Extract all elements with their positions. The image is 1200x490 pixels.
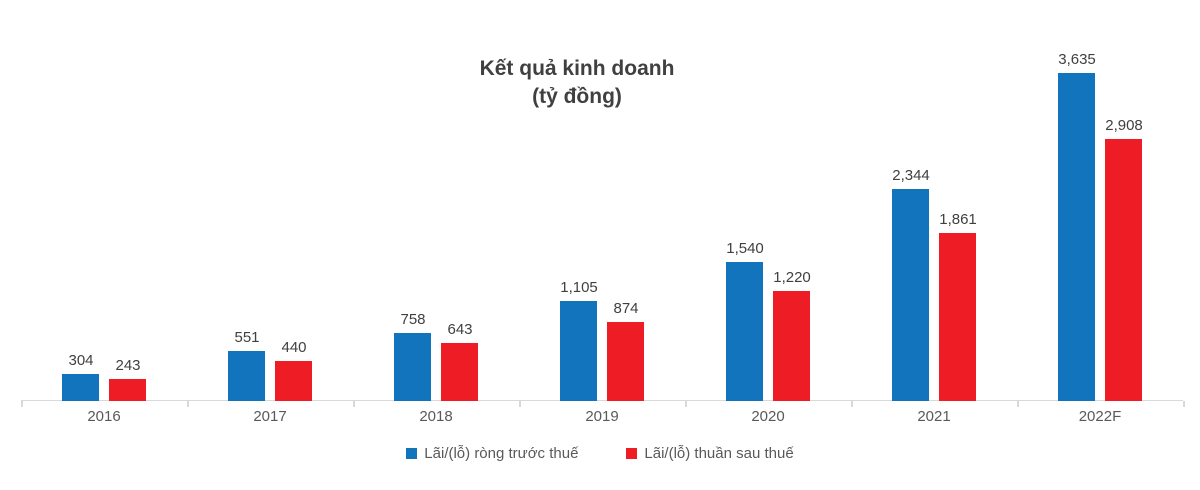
bar-value-label-after-tax-2022F: 2,908 [1105,117,1143,134]
bar-value-label-after-tax-2019: 874 [613,300,639,317]
x-axis-tick [1183,401,1185,407]
x-axis-tick [353,401,355,407]
chart-title-line2: (tỷ đồng) [532,85,622,108]
x-axis-tick [519,401,521,407]
bar-value-label-after-tax-2017: 440 [281,339,307,356]
bar-before-tax-2017 [228,351,265,401]
bar-value-label-before-tax-2016: 304 [68,352,94,369]
bar-after-tax-2017 [275,361,312,401]
bar-value-label-after-tax-2021: 1,861 [939,211,977,228]
legend-item-after-tax: Lãi/(lỗ) thuần sau thuế [626,445,794,462]
bar-after-tax-2016 [109,379,146,401]
plot-area: 304 243 2016 551 440 2017 758 643 2018 1,105 874 20… [21,51,1185,425]
bar-before-tax-2020 [726,262,763,401]
category-label-2016: 2016 [87,408,121,425]
chart-title: Kết quả kinh doanh (tỷ đồng) [0,55,1177,111]
bar-value-label-before-tax-2022F: 3,635 [1058,51,1096,68]
bar-before-tax-2018 [394,333,431,401]
category-label-2021: 2021 [917,408,951,425]
bar-after-tax-2021 [939,233,976,401]
bar-before-tax-2019 [560,301,597,401]
bar-after-tax-2022F [1105,139,1142,401]
legend-swatch-red [626,448,638,459]
legend: Lãi/(lỗ) ròng trước thuế Lãi/(lỗ) thuần … [0,445,1200,462]
bar-value-label-after-tax-2016: 243 [115,357,141,374]
x-axis-tick [187,401,189,407]
category-label-2018: 2018 [419,408,453,425]
bar-value-label-before-tax-2018: 758 [400,311,426,328]
legend-label-before-tax: Lãi/(lỗ) ròng trước thuế [424,445,579,462]
chart-title-line1: Kết quả kinh doanh [479,57,675,80]
bar-value-label-before-tax-2019: 1,105 [560,279,598,296]
x-axis-tick [21,401,23,407]
bar-after-tax-2019 [607,322,644,401]
x-axis-tick [1017,401,1019,407]
bar-value-label-before-tax-2020: 1,540 [726,240,764,257]
x-axis-line [21,400,1183,401]
legend-swatch-blue [406,448,418,459]
bar-before-tax-2021 [892,189,929,401]
bar-before-tax-2022F [1058,73,1095,401]
bar-after-tax-2018 [441,343,478,401]
category-label-2017: 2017 [253,408,287,425]
bar-value-label-before-tax-2017: 551 [234,329,260,346]
bar-value-label-after-tax-2020: 1,220 [773,269,811,286]
x-axis-tick [685,401,687,407]
category-label-2022F: 2022F [1078,408,1122,425]
legend-label-after-tax: Lãi/(lỗ) thuần sau thuế [644,445,794,462]
bar-value-label-after-tax-2018: 643 [447,321,473,338]
category-label-2019: 2019 [585,408,619,425]
bar-before-tax-2016 [62,374,99,401]
x-axis-tick [851,401,853,407]
bar-after-tax-2020 [773,291,810,401]
legend-item-before-tax: Lãi/(lỗ) ròng trước thuế [406,445,578,462]
bar-value-label-before-tax-2021: 2,344 [892,167,930,184]
category-label-2020: 2020 [751,408,785,425]
